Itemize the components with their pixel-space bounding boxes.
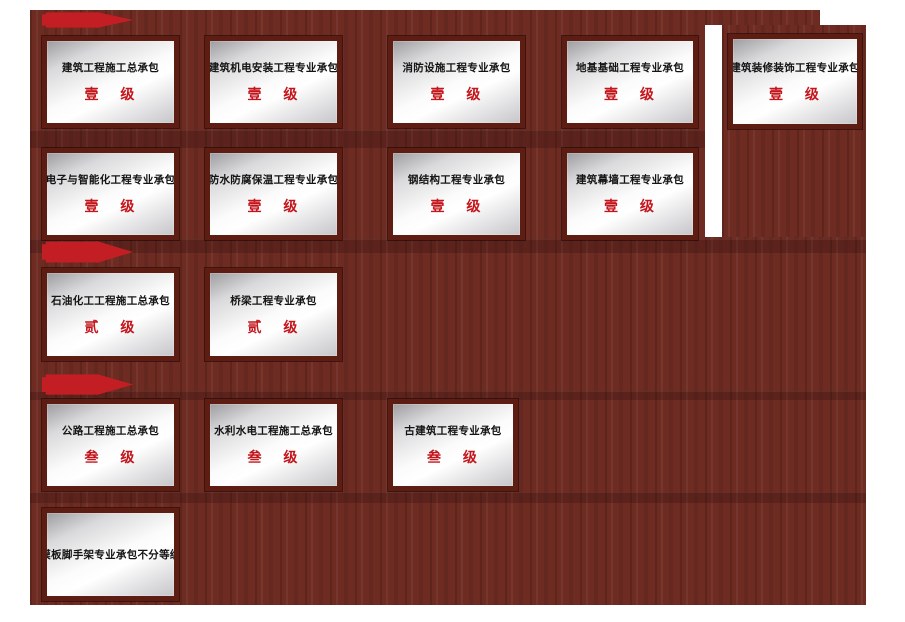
cert-level: 贰 级 — [84, 318, 137, 335]
cert-level: 叁 级 — [427, 449, 479, 465]
shelf-seam — [30, 130, 705, 148]
cert-title: 防水防腐保温工程专业承包 — [208, 174, 339, 186]
cert-level: 壹 级 — [604, 198, 656, 214]
cert-title: 建筑幕墙工程专业承包 — [576, 174, 684, 186]
cert-level: 壹 级 — [769, 85, 821, 102]
cert-title: 石油化工工程施工总承包 — [51, 294, 170, 307]
cert-level: 壹 级 — [430, 198, 483, 214]
cert-title: 地基基础工程专业承包 — [576, 62, 684, 74]
cert-card: 建筑装修装饰工程专业承包 壹 级 — [728, 34, 862, 129]
cert-level: 叁 级 — [84, 449, 137, 465]
cert-card: 古建筑工程专业承包 叁 级 — [388, 399, 518, 491]
cert-title: 建筑机电安装工程专业承包 — [208, 62, 339, 74]
cert-title: 公路工程施工总承包 — [61, 425, 160, 437]
cert-title: 消防设施工程专业承包 — [402, 62, 511, 74]
shelf-seam — [30, 492, 866, 503]
cert-level: 壹 级 — [84, 86, 137, 102]
shelf-seam — [30, 239, 866, 253]
cert-level: 壹 级 — [430, 86, 483, 102]
cert-card: 防水防腐保温工程专业承包 壹 级 — [205, 148, 342, 240]
cert-card: 桥梁工程专业承包 贰 级 — [205, 268, 342, 361]
cert-card: 建筑工程施工总承包 壹 级 — [42, 36, 179, 128]
cert-title: 古建筑工程专业承包 — [404, 425, 502, 437]
shelf-seam — [30, 391, 866, 400]
cert-level: 壹 级 — [604, 86, 656, 102]
cert-title: 模板脚手架专业承包不分等级 — [42, 549, 179, 561]
cert-card: 钢结构工程专业承包 壹 级 — [388, 148, 525, 240]
cert-title: 水利水电工程施工总承包 — [214, 425, 333, 437]
red-arrow-icon — [42, 241, 133, 263]
cert-card: 建筑幕墙工程专业承包 壹 级 — [562, 148, 698, 240]
cert-level: 壹 级 — [247, 198, 300, 214]
red-arrow-icon — [42, 374, 133, 395]
cert-card: 石油化工工程施工总承包 贰 级 — [42, 268, 179, 361]
backdrop-right-lower — [705, 237, 866, 605]
cert-card: 地基基础工程专业承包 壹 级 — [562, 36, 698, 128]
cert-level: 壹 级 — [247, 86, 300, 102]
cert-card: 公路工程施工总承包 叁 级 — [42, 399, 179, 491]
red-arrow-icon — [42, 12, 133, 28]
cert-card: 水利水电工程施工总承包 叁 级 — [205, 399, 342, 491]
cert-title: 桥梁工程专业承包 — [230, 294, 317, 307]
backdrop-top-band — [705, 10, 820, 25]
cert-card: 建筑机电安装工程专业承包 壹 级 — [205, 36, 342, 128]
cert-level: 壹 级 — [84, 198, 137, 214]
cert-title: 钢结构工程专业承包 — [407, 174, 506, 186]
cert-title: 建筑工程施工总承包 — [61, 62, 160, 74]
cert-level: 叁 级 — [247, 449, 300, 465]
cert-card: 消防设施工程专业承包 壹 级 — [388, 36, 525, 128]
cert-card: 模板脚手架专业承包不分等级 — [42, 508, 179, 601]
cert-title: 建筑装修装饰工程专业承包 — [730, 61, 860, 74]
cert-card: 电子与智能化工程专业承包 壹 级 — [42, 148, 179, 240]
cert-title: 电子与智能化工程专业承包 — [45, 174, 176, 186]
cert-level: 贰 级 — [247, 318, 300, 335]
